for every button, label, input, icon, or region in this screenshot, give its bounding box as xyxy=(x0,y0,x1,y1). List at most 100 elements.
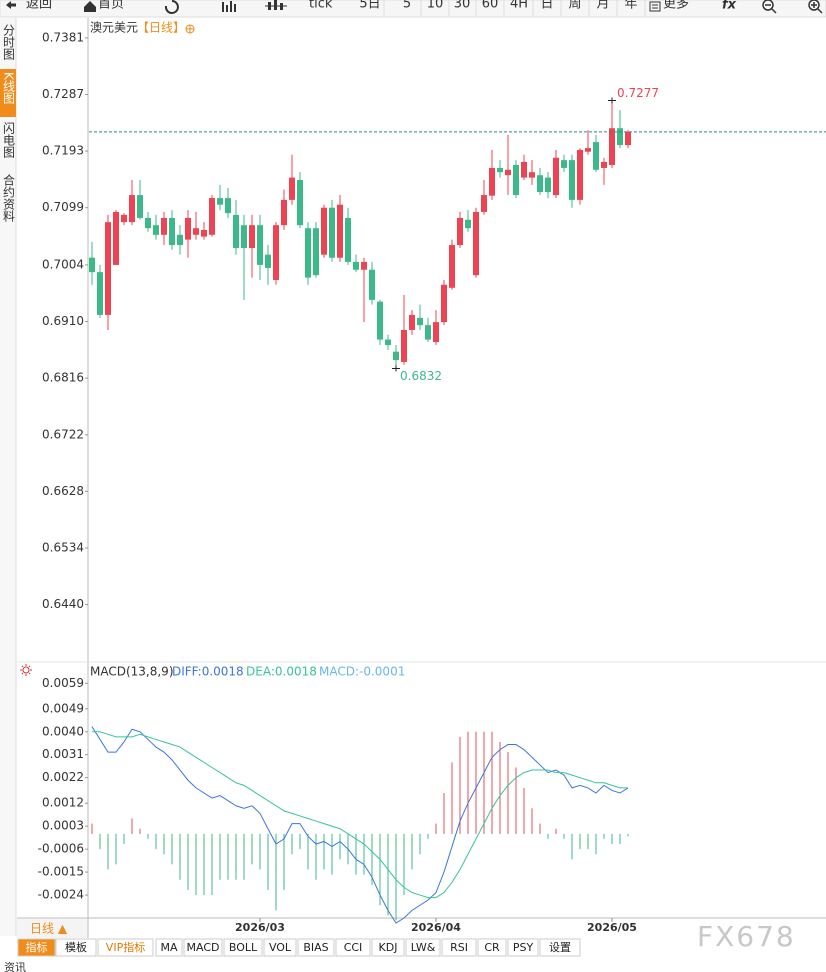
period-button[interactable]: 周 xyxy=(568,0,581,12)
candle-body xyxy=(353,261,359,270)
tab[interactable]: MA xyxy=(160,941,177,954)
candle-body xyxy=(369,269,375,300)
candle-body xyxy=(433,322,439,343)
tab[interactable]: CR xyxy=(484,941,500,954)
macd-line xyxy=(92,731,628,899)
candle-body xyxy=(105,222,111,315)
period-button[interactable]: 5 xyxy=(403,0,411,12)
candle-body xyxy=(345,217,351,262)
sidebar-tab[interactable]: K线图 xyxy=(2,72,16,104)
watermark: FX678 xyxy=(697,920,796,953)
period-selector[interactable]: 日线 ▲ xyxy=(30,922,68,936)
candle-body xyxy=(337,204,343,258)
y-tick-label: -0.0015 xyxy=(38,865,84,879)
sidebar-tab[interactable]: 合约资料 xyxy=(2,173,16,222)
tab[interactable]: 指标 xyxy=(26,940,48,954)
tab-frame xyxy=(477,938,507,957)
candle-body xyxy=(553,157,559,196)
home-icon[interactable] xyxy=(84,1,96,12)
candle-body xyxy=(121,214,127,223)
y-tick-label: 0.7099 xyxy=(42,200,84,214)
period-button[interactable]: 4H xyxy=(510,0,528,12)
legend-entry: DEA:0.0018 xyxy=(246,665,317,679)
candle-body xyxy=(441,284,447,323)
tab[interactable]: MACD xyxy=(187,941,220,954)
tab-frame xyxy=(263,938,297,957)
zoom-out[interactable] xyxy=(762,0,777,14)
refresh-icon[interactable] xyxy=(164,0,179,14)
add-icon[interactable] xyxy=(185,24,195,34)
period-title: 【日线】 xyxy=(137,21,185,35)
y-tick-label: 0.0012 xyxy=(42,796,84,810)
period-button[interactable]: 60 xyxy=(482,0,499,12)
tab[interactable]: VIP指标 xyxy=(106,940,145,954)
tab[interactable]: 模板 xyxy=(65,940,87,954)
y-tick-label: 0.0040 xyxy=(42,724,84,738)
bar-chart-icon[interactable] xyxy=(222,1,236,12)
candle-body xyxy=(89,257,95,273)
back-icon[interactable] xyxy=(6,1,16,9)
candle-body xyxy=(393,351,399,361)
fx-button[interactable]: fx xyxy=(722,0,737,13)
period-button[interactable]: 30 xyxy=(454,0,471,12)
period-button[interactable]: 日 xyxy=(540,0,553,12)
tab[interactable]: KDJ xyxy=(379,941,398,954)
tab[interactable]: LW& xyxy=(411,941,436,954)
period-button[interactable]: 10 xyxy=(427,0,444,12)
tab[interactable]: VOL xyxy=(269,941,292,954)
macd-line xyxy=(91,726,629,924)
sidebar-tab[interactable]: 闪电图 xyxy=(2,122,16,158)
y-tick-label: 0.0059 xyxy=(42,676,84,690)
more-icon[interactable] xyxy=(649,1,661,12)
candle-body xyxy=(473,211,479,276)
candle-body xyxy=(537,175,543,193)
more-button[interactable]: 更多 xyxy=(663,0,689,12)
candle-body xyxy=(193,228,199,235)
candle-body xyxy=(169,217,175,246)
period-button[interactable]: 月 xyxy=(596,0,609,12)
tab-frame xyxy=(55,938,97,957)
tab-frame xyxy=(371,938,405,957)
tab[interactable]: BIAS xyxy=(303,941,328,954)
tick-button[interactable]: tick xyxy=(309,0,333,12)
candle-body xyxy=(497,167,503,173)
candle-body xyxy=(417,317,423,326)
macd-title: MACD(13,8,9) xyxy=(90,665,174,679)
sidebar-active xyxy=(0,69,16,117)
zoom-in[interactable] xyxy=(808,0,823,14)
tab[interactable]: CCI xyxy=(344,941,363,954)
back-button[interactable]: 返回 xyxy=(26,0,52,12)
candle-body xyxy=(233,214,239,249)
candle-body xyxy=(265,254,271,268)
footer-tab[interactable]: 资讯 xyxy=(4,961,26,972)
candle-icon[interactable] xyxy=(265,0,287,10)
candle-body xyxy=(577,149,583,200)
toolbar xyxy=(0,0,826,18)
tab[interactable]: BOLL xyxy=(229,941,258,954)
candle-body xyxy=(161,217,167,235)
period-box xyxy=(17,919,87,938)
period-button[interactable]: 年 xyxy=(624,0,637,12)
tab[interactable]: RSI xyxy=(450,941,468,954)
tab[interactable]: PSY xyxy=(513,941,534,954)
candle-body xyxy=(545,177,551,193)
candle-body xyxy=(457,217,463,246)
y-tick-label: 0.0031 xyxy=(42,747,84,761)
candle-body xyxy=(465,219,471,229)
tab[interactable]: 设置 xyxy=(549,941,571,954)
candle-body xyxy=(489,167,495,196)
candle-body xyxy=(153,225,159,235)
settings-icon[interactable] xyxy=(20,664,32,676)
candle-body xyxy=(305,228,311,278)
candle-body xyxy=(209,198,215,235)
y-tick-label: 0.7287 xyxy=(42,87,84,101)
y-tick-label: 0.7004 xyxy=(42,257,84,271)
high-marker xyxy=(608,97,616,104)
candle-body xyxy=(625,131,631,146)
candle-body xyxy=(529,172,535,178)
sidebar-tab[interactable]: 分时图 xyxy=(2,24,16,60)
home-button[interactable]: 首页 xyxy=(98,0,124,12)
candle-body xyxy=(97,272,103,315)
sidebar xyxy=(0,18,16,936)
period-button[interactable]: 5日 xyxy=(359,0,380,12)
